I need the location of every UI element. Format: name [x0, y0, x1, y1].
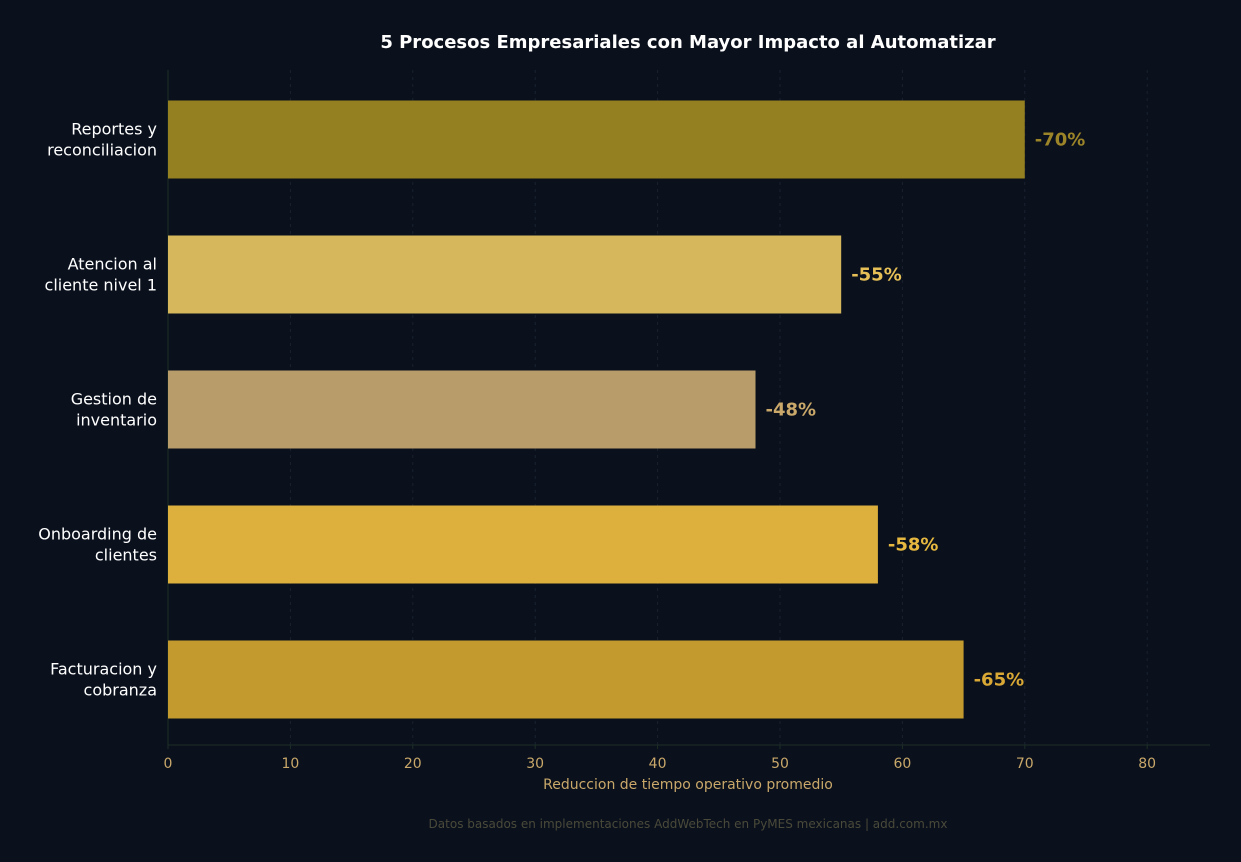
x-tick-label: 10 — [281, 756, 299, 772]
bar — [168, 235, 842, 314]
x-tick-label: 40 — [649, 756, 667, 772]
data-label: -55% — [851, 265, 902, 286]
category-label: Reportes y reconciliacion — [47, 120, 157, 160]
category-label: Gestion de inventario — [71, 390, 157, 430]
footnote: Datos basados en implementaciones AddWeb… — [429, 817, 948, 831]
chart-title: 5 Procesos Empresariales con Mayor Impac… — [380, 32, 995, 53]
x-axis-label: Reduccion de tiempo operativo promedio — [543, 777, 833, 793]
category-label: Facturacion y cobranza — [50, 660, 157, 700]
x-tick-label: 20 — [404, 756, 422, 772]
data-label: -48% — [766, 400, 817, 421]
x-tick-label: 60 — [893, 756, 911, 772]
x-tick-label: 30 — [526, 756, 544, 772]
data-label: -65% — [974, 670, 1025, 691]
data-label: -58% — [888, 535, 939, 556]
category-label: Onboarding de clientes — [38, 525, 157, 565]
bar — [168, 370, 756, 449]
x-tick-label: 0 — [164, 756, 173, 772]
data-label: -70% — [1035, 130, 1086, 151]
bar — [168, 640, 964, 719]
category-label: Atencion al cliente nivel 1 — [45, 255, 157, 295]
x-tick-label: 80 — [1138, 756, 1156, 772]
bar — [168, 100, 1025, 179]
bar — [168, 505, 878, 584]
x-tick-label: 70 — [1016, 756, 1034, 772]
x-tick-label: 50 — [771, 756, 789, 772]
x-ticks: 0 10 20 30 40 50 60 70 80 — [164, 745, 1156, 772]
bars: -70% -55% -48% -58% -65% — [168, 100, 1086, 719]
category-labels: Reportes y reconciliacion Atencion al clien… — [38, 120, 157, 700]
